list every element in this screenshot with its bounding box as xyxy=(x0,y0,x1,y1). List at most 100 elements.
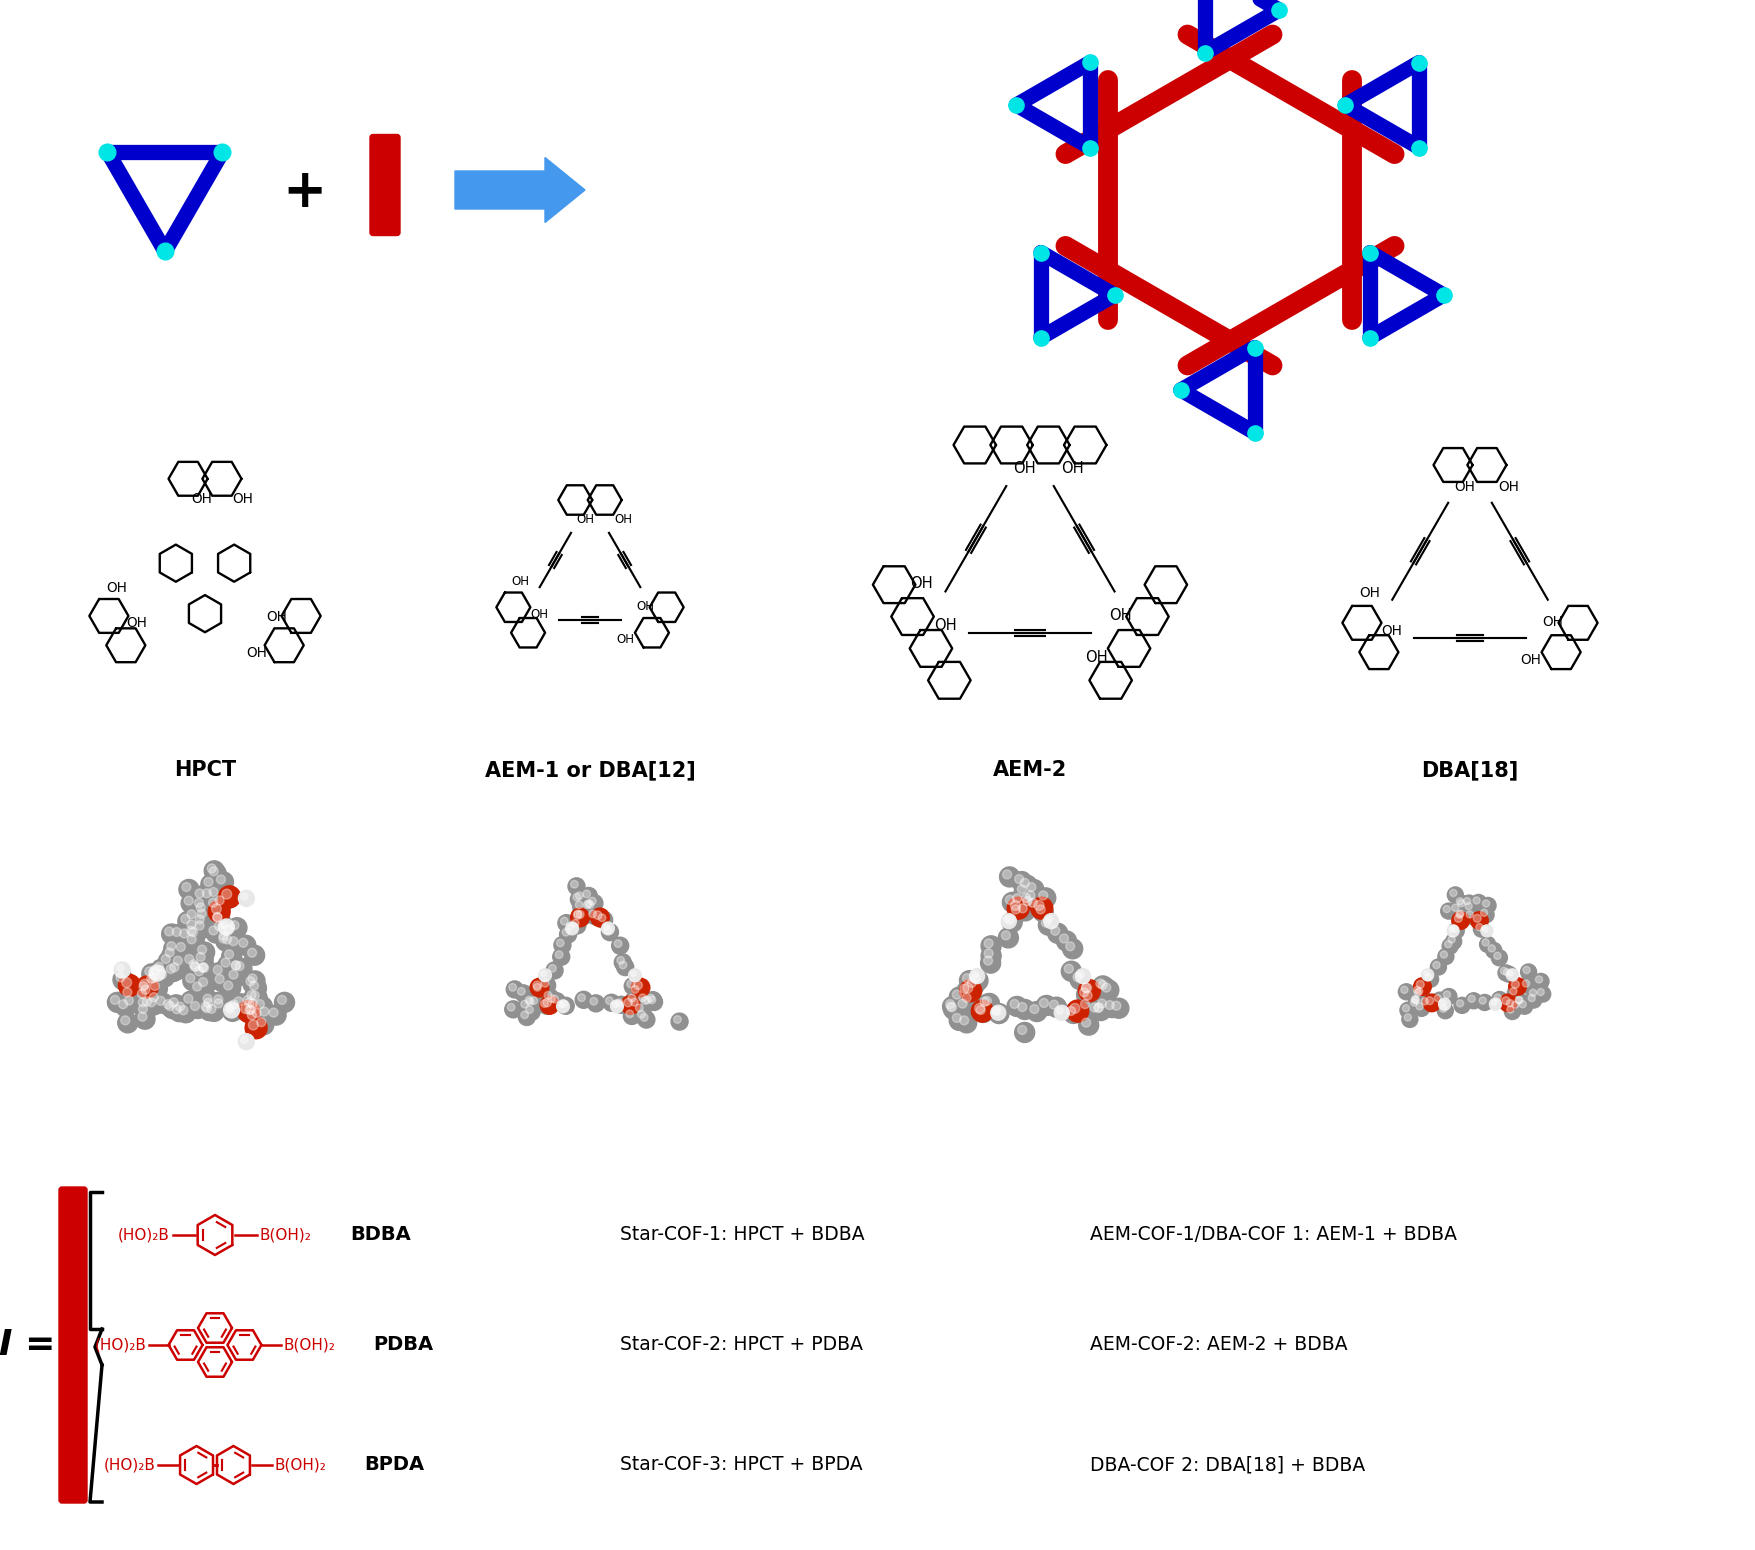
Circle shape xyxy=(542,998,551,1008)
Circle shape xyxy=(541,970,546,976)
Circle shape xyxy=(1455,897,1471,913)
Circle shape xyxy=(249,1020,258,1029)
Text: PDBA: PDBA xyxy=(374,1336,433,1355)
Circle shape xyxy=(1095,997,1114,1017)
Circle shape xyxy=(1492,950,1508,966)
Circle shape xyxy=(569,918,586,935)
Circle shape xyxy=(999,928,1018,949)
Circle shape xyxy=(230,1000,239,1009)
Circle shape xyxy=(139,1004,147,1014)
Circle shape xyxy=(1504,969,1511,976)
Circle shape xyxy=(160,997,181,1017)
Circle shape xyxy=(246,976,254,986)
Circle shape xyxy=(184,907,204,927)
Circle shape xyxy=(1443,938,1458,955)
Circle shape xyxy=(246,970,265,990)
Circle shape xyxy=(639,994,646,1001)
Circle shape xyxy=(1014,1023,1035,1043)
Circle shape xyxy=(981,936,1000,956)
Circle shape xyxy=(121,1015,130,1025)
Circle shape xyxy=(1081,983,1090,992)
Text: B(OH)₂: B(OH)₂ xyxy=(284,1338,335,1353)
Circle shape xyxy=(214,998,223,1008)
Circle shape xyxy=(228,936,239,945)
Circle shape xyxy=(118,975,140,997)
Text: OH: OH xyxy=(126,617,147,631)
Circle shape xyxy=(135,1001,156,1021)
Circle shape xyxy=(1523,966,1530,973)
Text: B(OH)₂: B(OH)₂ xyxy=(260,1228,312,1243)
Circle shape xyxy=(190,963,200,972)
Circle shape xyxy=(1408,997,1423,1012)
Circle shape xyxy=(518,987,525,995)
Circle shape xyxy=(1048,924,1067,944)
Circle shape xyxy=(139,983,158,1003)
Circle shape xyxy=(616,956,625,964)
Circle shape xyxy=(1081,1000,1090,1009)
Circle shape xyxy=(244,1001,263,1021)
Circle shape xyxy=(979,994,999,1014)
Circle shape xyxy=(623,1008,641,1025)
Text: OH: OH xyxy=(577,513,595,525)
Circle shape xyxy=(1469,995,1476,1003)
Circle shape xyxy=(184,932,204,952)
Circle shape xyxy=(167,964,176,973)
Circle shape xyxy=(586,894,604,911)
Circle shape xyxy=(1027,882,1035,891)
Circle shape xyxy=(620,961,627,969)
Circle shape xyxy=(572,899,590,916)
Circle shape xyxy=(249,981,258,990)
Circle shape xyxy=(1513,994,1529,1011)
Circle shape xyxy=(648,997,656,1004)
Circle shape xyxy=(1506,969,1518,981)
Circle shape xyxy=(167,942,176,950)
Circle shape xyxy=(218,955,239,975)
Circle shape xyxy=(949,1011,969,1031)
Circle shape xyxy=(158,952,179,972)
Circle shape xyxy=(628,983,646,1000)
Circle shape xyxy=(240,992,260,1012)
Circle shape xyxy=(1007,997,1027,1017)
Circle shape xyxy=(1481,939,1490,946)
Circle shape xyxy=(200,995,221,1015)
Circle shape xyxy=(588,910,597,918)
Circle shape xyxy=(1062,961,1081,981)
Circle shape xyxy=(1018,885,1027,894)
Circle shape xyxy=(256,1018,265,1026)
Circle shape xyxy=(616,998,623,1006)
Circle shape xyxy=(625,978,641,995)
Circle shape xyxy=(1522,980,1530,987)
Text: OH: OH xyxy=(635,600,655,614)
Text: DBA-COF 2: DBA[18] + BDBA: DBA-COF 2: DBA[18] + BDBA xyxy=(1090,1455,1365,1474)
Circle shape xyxy=(1011,1000,1020,1009)
Circle shape xyxy=(226,933,246,953)
Circle shape xyxy=(195,914,204,924)
Circle shape xyxy=(177,925,197,945)
Circle shape xyxy=(595,911,612,928)
Text: OH: OH xyxy=(1520,653,1541,666)
FancyBboxPatch shape xyxy=(60,1187,88,1504)
Circle shape xyxy=(204,860,225,880)
Circle shape xyxy=(198,1000,218,1018)
Circle shape xyxy=(602,922,614,935)
Circle shape xyxy=(1499,966,1515,981)
Circle shape xyxy=(586,907,604,924)
Circle shape xyxy=(1504,997,1520,1014)
Circle shape xyxy=(942,997,962,1017)
Circle shape xyxy=(197,910,205,918)
Circle shape xyxy=(1002,932,1011,939)
Circle shape xyxy=(184,918,204,938)
Circle shape xyxy=(1455,908,1471,924)
Circle shape xyxy=(226,918,247,938)
Text: +: + xyxy=(283,166,326,219)
Circle shape xyxy=(225,950,233,959)
Circle shape xyxy=(546,963,563,980)
Circle shape xyxy=(612,997,630,1014)
Circle shape xyxy=(111,995,119,1004)
Circle shape xyxy=(1095,978,1114,998)
Text: BPDA: BPDA xyxy=(365,1455,425,1474)
Circle shape xyxy=(158,970,167,980)
Circle shape xyxy=(212,913,221,921)
Circle shape xyxy=(161,955,170,964)
Circle shape xyxy=(1076,984,1097,1004)
